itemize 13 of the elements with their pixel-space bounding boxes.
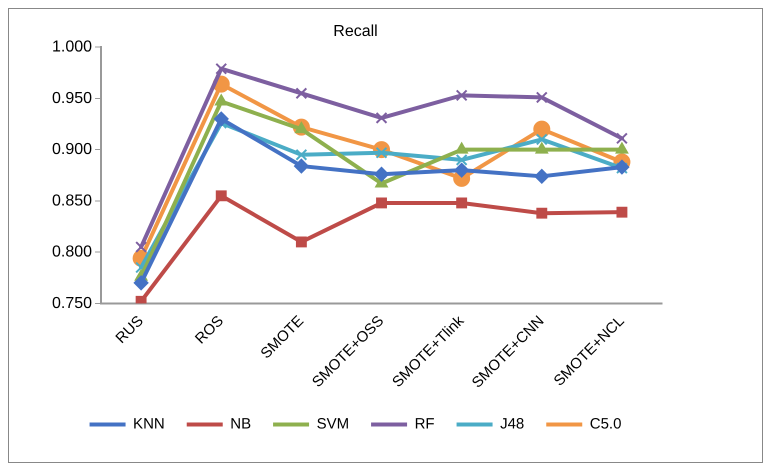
y-tick-label: 0.850 — [52, 192, 92, 210]
y-tick-label: 0.900 — [52, 141, 92, 158]
y-tick-label: 0.800 — [52, 244, 92, 261]
legend-label: SVM — [316, 416, 350, 433]
y-tick-label: 1.000 — [52, 38, 92, 56]
legend-label: KNN — [133, 416, 165, 433]
legend-label: J48 — [500, 416, 524, 433]
y-tick-label: 0.750 — [52, 294, 92, 312]
chart-title: Recall — [333, 23, 378, 40]
y-tick-label: 0.950 — [52, 90, 92, 107]
legend-label: RF — [414, 416, 435, 433]
legend-label: NB — [230, 416, 252, 433]
legend-label: C5.0 — [590, 416, 622, 433]
